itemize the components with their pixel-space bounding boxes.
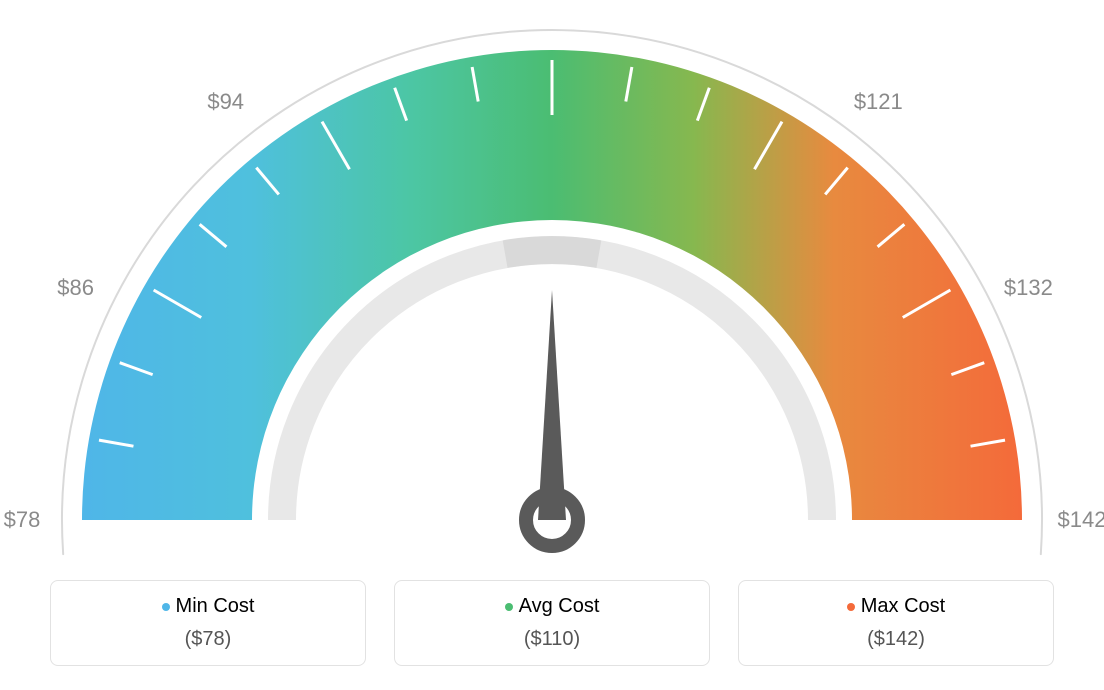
legend-row: Min Cost ($78) Avg Cost ($110) Max Cost … xyxy=(50,580,1054,666)
dot-icon xyxy=(847,603,855,611)
gauge-tick-label: $94 xyxy=(207,89,244,115)
gauge-tick-label: $132 xyxy=(1004,275,1053,301)
legend-card-avg: Avg Cost ($110) xyxy=(394,580,710,666)
legend-value-min: ($78) xyxy=(51,628,365,651)
legend-title-avg: Avg Cost xyxy=(395,595,709,618)
legend-label: Max Cost xyxy=(861,595,945,617)
gauge-chart-container: $78 $86 $94 $110 $121 $132 $142 Min Cost ($78)… xyxy=(0,0,1104,690)
dot-icon xyxy=(505,603,513,611)
gauge-tick-label: $86 xyxy=(57,275,94,301)
legend-card-max: Max Cost ($142) xyxy=(738,580,1054,666)
gauge-tick-label: $78 xyxy=(4,507,41,533)
gauge-dial: $78 $86 $94 $110 $121 $132 $142 xyxy=(0,0,1104,560)
legend-title-min: Min Cost xyxy=(51,595,365,618)
legend-value-max: ($142) xyxy=(739,628,1053,651)
gauge-tick-label: $121 xyxy=(854,89,903,115)
legend-label: Min Cost xyxy=(176,595,255,617)
legend-value-avg: ($110) xyxy=(395,628,709,651)
gauge-tick-label: $142 xyxy=(1058,507,1104,533)
legend-card-min: Min Cost ($78) xyxy=(50,580,366,666)
legend-label: Avg Cost xyxy=(519,595,600,617)
gauge-tick-label: $110 xyxy=(528,0,575,3)
legend-title-max: Max Cost xyxy=(739,595,1053,618)
dot-icon xyxy=(162,603,170,611)
